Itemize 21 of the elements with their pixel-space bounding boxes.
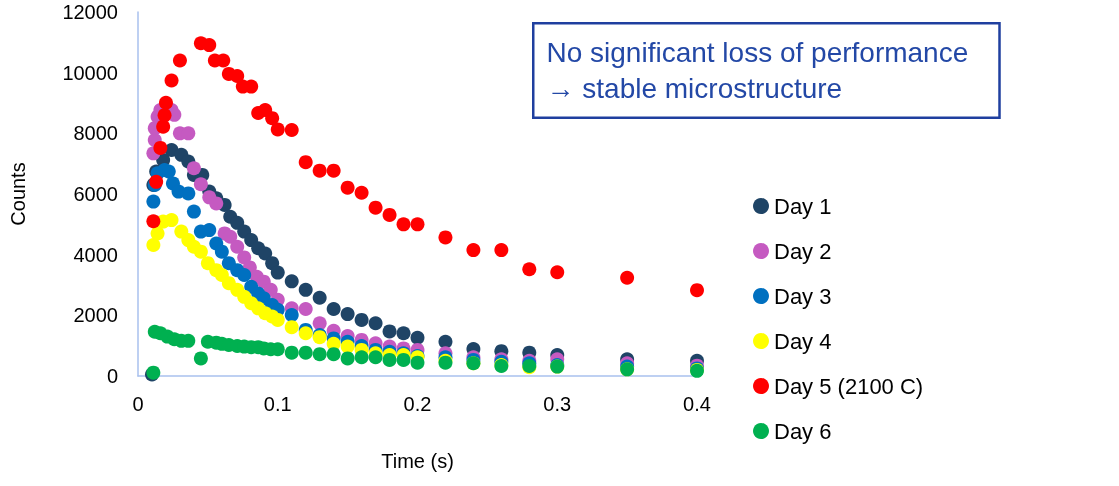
annotation: No significant loss of performance → stable microstructure [546, 37, 969, 104]
legend-label: Day 3 [774, 283, 832, 309]
y-tick-label: 8000 [73, 122, 118, 145]
x-tick-label: 0.4 [683, 393, 711, 415]
legend-label: Day 1 [774, 193, 832, 219]
x-tick-label: 0.3 [543, 393, 572, 415]
x-tick-label: 0 [132, 393, 144, 415]
y-tick-label: 0 [106, 365, 118, 387]
x-tick-label: 0.1 [263, 393, 292, 415]
x-axis-title: Time (s) [381, 450, 454, 472]
y-tick-label: 6000 [73, 183, 118, 205]
legend-label: Day 5 (2100 C) [774, 373, 924, 399]
y-tick-label: 10000 [62, 61, 118, 84]
y-tick-label: 4000 [73, 243, 118, 266]
legend-label: Day 6 [774, 418, 832, 444]
x-tick-label: 0.2 [403, 393, 432, 415]
legend-label: Day 2 [774, 238, 832, 264]
y-axis-title: Counts [7, 162, 29, 226]
y-tick-label: 2000 [73, 304, 118, 327]
legend-label: Day 4 [774, 328, 832, 354]
y-tick-label: 12000 [62, 1, 118, 23]
